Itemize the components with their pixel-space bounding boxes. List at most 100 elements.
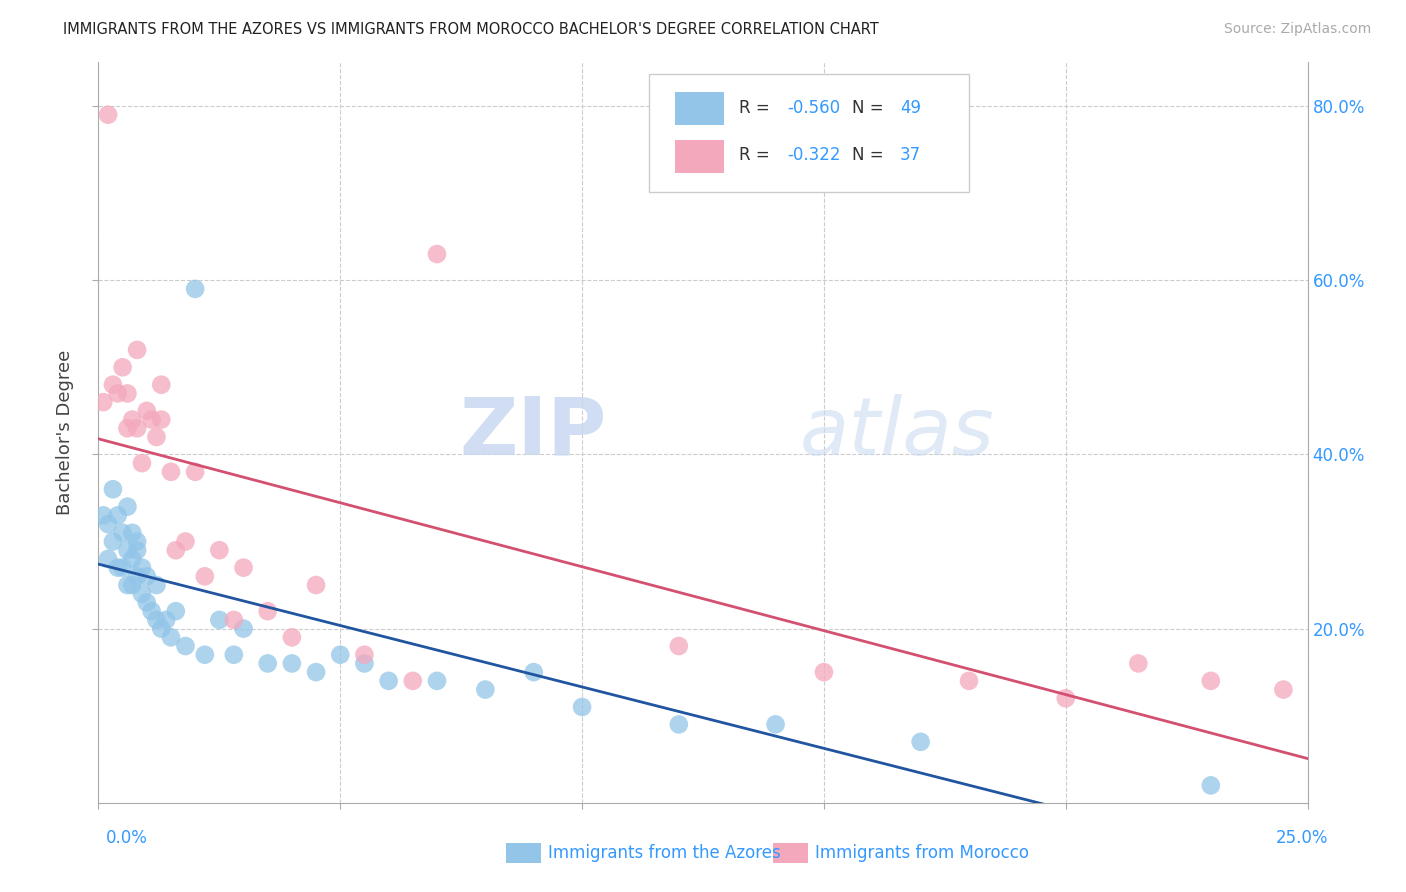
Point xyxy=(127,534,149,549)
Bar xyxy=(675,140,724,173)
Point xyxy=(121,412,143,426)
Point xyxy=(135,404,157,418)
Point xyxy=(194,569,217,583)
Point xyxy=(765,717,787,731)
Point xyxy=(353,657,375,671)
Point xyxy=(101,534,124,549)
Text: Immigrants from Morocco: Immigrants from Morocco xyxy=(815,844,1029,862)
Point xyxy=(141,412,163,426)
Point xyxy=(107,386,129,401)
Text: 0.0%: 0.0% xyxy=(105,829,148,847)
Point xyxy=(256,604,278,618)
Point xyxy=(222,613,245,627)
FancyBboxPatch shape xyxy=(648,73,969,192)
Point xyxy=(402,673,425,688)
Point xyxy=(1054,691,1077,706)
Point xyxy=(668,717,690,731)
Text: ZIP: ZIP xyxy=(458,393,606,472)
Point xyxy=(523,665,546,680)
Point xyxy=(1128,657,1150,671)
Text: 37: 37 xyxy=(900,146,921,164)
Point xyxy=(813,665,835,680)
Point xyxy=(107,560,129,574)
Text: -0.322: -0.322 xyxy=(787,146,841,164)
Point xyxy=(117,421,139,435)
Point xyxy=(957,673,980,688)
Point xyxy=(135,569,157,583)
Point xyxy=(160,630,183,644)
Point xyxy=(131,456,153,470)
Point xyxy=(141,604,163,618)
Point xyxy=(353,648,375,662)
Point xyxy=(165,604,187,618)
Point xyxy=(194,648,217,662)
Point xyxy=(121,525,143,540)
Point xyxy=(97,108,120,122)
Point xyxy=(668,639,690,653)
Point xyxy=(910,735,932,749)
Text: Source: ZipAtlas.com: Source: ZipAtlas.com xyxy=(1223,22,1371,37)
Point xyxy=(111,560,134,574)
Point xyxy=(127,421,149,435)
Point xyxy=(208,543,231,558)
Point xyxy=(91,395,114,409)
Point xyxy=(145,578,167,592)
Point xyxy=(174,639,197,653)
Point xyxy=(127,343,149,357)
Text: R =: R = xyxy=(740,146,775,164)
Point xyxy=(1199,673,1222,688)
Point xyxy=(281,657,304,671)
Point xyxy=(117,543,139,558)
Point xyxy=(222,648,245,662)
Point xyxy=(150,377,173,392)
Point xyxy=(117,386,139,401)
Point xyxy=(329,648,352,662)
Point xyxy=(1272,682,1295,697)
Point xyxy=(131,587,153,601)
Point xyxy=(117,578,139,592)
Point xyxy=(135,595,157,609)
Text: 49: 49 xyxy=(900,99,921,118)
Point xyxy=(131,560,153,574)
Text: Immigrants from the Azores: Immigrants from the Azores xyxy=(548,844,782,862)
Point xyxy=(111,525,134,540)
Text: IMMIGRANTS FROM THE AZORES VS IMMIGRANTS FROM MOROCCO BACHELOR'S DEGREE CORRELAT: IMMIGRANTS FROM THE AZORES VS IMMIGRANTS… xyxy=(63,22,879,37)
Point xyxy=(377,673,399,688)
Point xyxy=(150,622,173,636)
Point xyxy=(208,613,231,627)
Point xyxy=(111,360,134,375)
Point xyxy=(571,700,593,714)
Point xyxy=(127,569,149,583)
Text: atlas: atlas xyxy=(800,393,994,472)
Point xyxy=(232,622,254,636)
Point xyxy=(121,552,143,566)
Text: 25.0%: 25.0% xyxy=(1277,829,1329,847)
Point xyxy=(256,657,278,671)
Point xyxy=(145,613,167,627)
Point xyxy=(174,534,197,549)
Point xyxy=(101,482,124,496)
Bar xyxy=(675,92,724,126)
Point xyxy=(107,508,129,523)
Text: R =: R = xyxy=(740,99,775,118)
Point xyxy=(160,465,183,479)
Point xyxy=(426,673,449,688)
Point xyxy=(150,412,173,426)
Point xyxy=(305,665,328,680)
Point xyxy=(121,578,143,592)
Point xyxy=(281,630,304,644)
Point xyxy=(91,508,114,523)
Point xyxy=(426,247,449,261)
Y-axis label: Bachelor's Degree: Bachelor's Degree xyxy=(56,350,75,516)
Point xyxy=(165,543,187,558)
Point xyxy=(101,377,124,392)
Point xyxy=(97,517,120,532)
Point xyxy=(97,552,120,566)
Text: N =: N = xyxy=(852,146,889,164)
Point xyxy=(305,578,328,592)
Point xyxy=(1199,778,1222,792)
Point xyxy=(184,282,207,296)
Text: N =: N = xyxy=(852,99,889,118)
Point xyxy=(474,682,496,697)
Point xyxy=(127,543,149,558)
